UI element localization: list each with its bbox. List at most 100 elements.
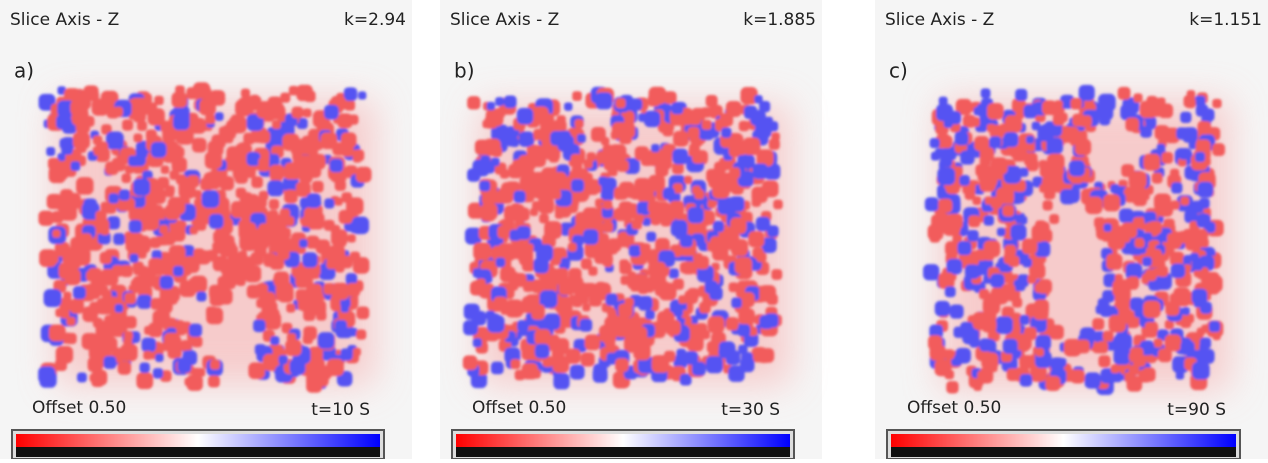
particle — [1015, 214, 1025, 224]
particle — [584, 159, 593, 168]
particle — [289, 359, 305, 375]
particle — [284, 190, 298, 204]
particle — [301, 136, 318, 153]
particle — [481, 203, 498, 220]
particle — [112, 265, 124, 277]
particle — [306, 163, 321, 178]
particle — [731, 239, 748, 256]
particle — [38, 211, 53, 226]
particle — [1138, 369, 1151, 382]
particle — [739, 121, 749, 131]
particle — [124, 292, 136, 304]
particle — [549, 152, 559, 162]
particle — [968, 215, 980, 227]
particle — [1092, 318, 1104, 330]
particle — [539, 214, 549, 224]
particle — [324, 105, 339, 120]
particle — [633, 343, 650, 360]
particle — [984, 251, 994, 261]
particle — [235, 100, 252, 117]
particle — [358, 91, 366, 99]
particle — [212, 242, 221, 251]
particle — [286, 304, 295, 313]
particle — [752, 163, 768, 179]
particle — [304, 278, 313, 287]
time-label: t=30 S — [721, 400, 780, 420]
particle — [938, 199, 952, 213]
figure: Slice Axis - Zk=2.94a)Offset 0.50t=10 SS… — [0, 0, 1268, 459]
particle — [990, 274, 1004, 288]
particle — [292, 107, 304, 119]
particle — [1027, 143, 1036, 152]
particle — [306, 236, 319, 249]
particle — [473, 242, 491, 260]
offset-label: Offset 0.50 — [472, 398, 566, 418]
particle — [1042, 100, 1057, 115]
particle — [211, 134, 225, 148]
particle — [52, 230, 60, 238]
particle — [583, 283, 597, 297]
particle — [340, 256, 353, 269]
particle — [581, 352, 595, 366]
particle — [652, 355, 670, 373]
particle — [1130, 297, 1144, 311]
particle — [510, 359, 520, 369]
particle — [255, 196, 267, 208]
particle — [950, 305, 964, 319]
particle — [44, 289, 62, 307]
particle — [606, 294, 618, 306]
particle — [635, 146, 649, 160]
particle — [630, 98, 642, 110]
particle — [925, 197, 939, 211]
particle — [254, 245, 267, 258]
particle — [579, 319, 592, 332]
slice-axis-header: Slice Axis - Z — [450, 10, 559, 30]
particle — [759, 315, 773, 329]
k-value: k=2.94 — [344, 10, 406, 30]
particle — [738, 324, 751, 337]
particle — [671, 220, 688, 237]
particle — [970, 117, 980, 127]
particle — [938, 272, 954, 288]
particle — [1192, 362, 1210, 380]
particle — [191, 336, 202, 347]
particle — [270, 255, 284, 269]
particle — [269, 165, 284, 180]
particle — [276, 282, 294, 300]
particle — [1212, 143, 1225, 156]
particle — [974, 383, 982, 391]
particle — [126, 237, 141, 252]
particle — [571, 154, 583, 166]
particle — [76, 177, 94, 195]
particle — [55, 359, 67, 371]
particle — [931, 214, 945, 228]
particle — [335, 180, 346, 191]
particle — [663, 126, 674, 137]
particle — [463, 355, 478, 370]
particle — [226, 120, 240, 134]
particle — [544, 314, 560, 330]
particle — [1035, 220, 1046, 231]
particle — [691, 331, 700, 340]
particle — [1007, 368, 1020, 381]
particle — [133, 264, 144, 275]
particle — [948, 111, 961, 124]
particle — [64, 269, 80, 285]
particle — [289, 86, 299, 96]
particle — [1187, 90, 1196, 99]
particle — [101, 202, 112, 213]
particle — [645, 310, 655, 320]
particle — [759, 285, 776, 302]
particle — [353, 348, 361, 356]
particle — [530, 208, 538, 216]
particle — [955, 348, 971, 364]
particle — [558, 131, 571, 144]
particle — [1143, 154, 1160, 171]
particle — [196, 291, 206, 301]
particle — [235, 158, 245, 168]
particle — [1104, 224, 1112, 232]
particle — [1195, 152, 1205, 162]
particle — [603, 200, 612, 209]
particle — [487, 315, 504, 332]
particle — [510, 138, 519, 147]
